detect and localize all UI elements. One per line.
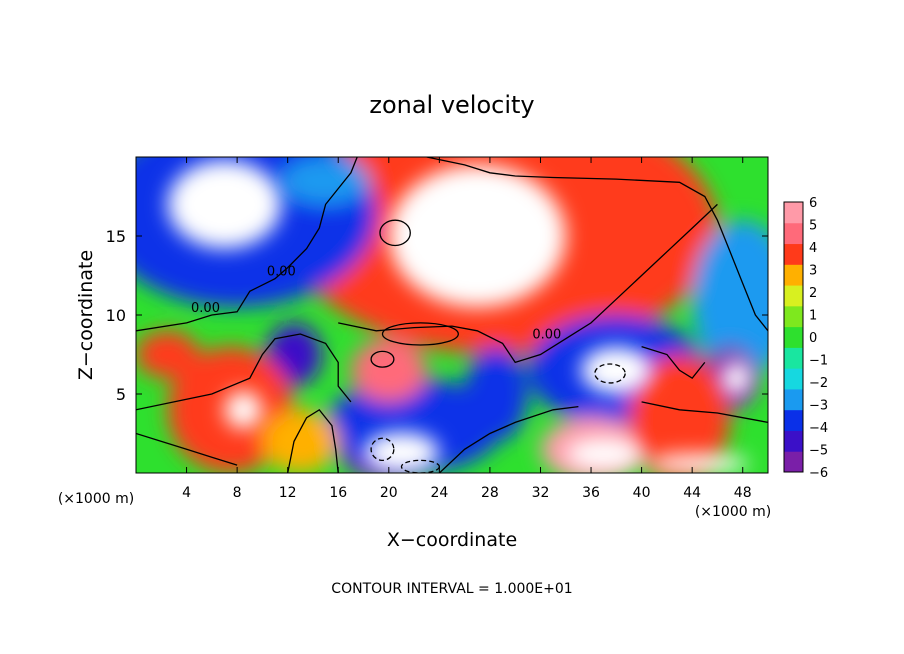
saturated-region-7 bbox=[647, 454, 750, 473]
plot-area: 0.000.000.00 4 8 12 16 20 24 28 32 36 40 44 48 5101… bbox=[106, 156, 769, 501]
colorbar-label-2: −4 bbox=[809, 421, 828, 436]
colorbar-label-5: −1 bbox=[809, 354, 828, 369]
x-tick-label-28: 28 bbox=[481, 485, 499, 501]
chart-title: zonal velocity bbox=[369, 91, 534, 119]
saturated-region-6 bbox=[565, 438, 642, 470]
saturated-region-1 bbox=[167, 160, 282, 249]
colorbar-swatch-3 bbox=[784, 388, 803, 411]
contour-label-1: 0.00 bbox=[267, 265, 296, 280]
colorbar-label-7: 1 bbox=[809, 309, 817, 324]
colorbar-swatch-8 bbox=[784, 285, 803, 307]
x-unit-right: (×1000 m) bbox=[695, 504, 771, 520]
colorbar-swatch-12 bbox=[784, 202, 803, 224]
x-tick-label-36: 36 bbox=[582, 485, 600, 501]
colorbar-frame bbox=[783, 201, 804, 473]
colorbar-label-3: −3 bbox=[809, 399, 828, 414]
contour-loop-2 bbox=[370, 350, 395, 368]
colorbar-label-11: 5 bbox=[809, 219, 817, 234]
x-tick-label-16: 16 bbox=[329, 485, 347, 501]
y-axis-label: Z−coordinate bbox=[75, 250, 97, 380]
x-axis-label: X−coordinate bbox=[387, 529, 517, 551]
zero-contour-1 bbox=[426, 157, 768, 332]
colorbar-label-6: 0 bbox=[809, 331, 817, 346]
field-region-18 bbox=[464, 346, 528, 442]
colorbar-swatch-10 bbox=[784, 243, 803, 265]
contour-interval-note: CONTOUR INTERVAL = 1.000E+01 bbox=[331, 581, 572, 597]
x-tick-label-32: 32 bbox=[532, 485, 550, 501]
field-region-5 bbox=[692, 220, 768, 379]
colorbar-label-12: 6 bbox=[809, 196, 817, 211]
saturated-region-2 bbox=[580, 346, 652, 394]
colorbar-swatch-11 bbox=[784, 222, 803, 245]
saturated-region-5 bbox=[363, 431, 440, 473]
saturated-region-4 bbox=[224, 390, 263, 429]
zero-contour-5 bbox=[287, 408, 339, 473]
colorbar-swatch-0 bbox=[784, 451, 803, 473]
zero-contour-4 bbox=[136, 432, 238, 466]
colorbar-swatch-1 bbox=[784, 430, 803, 452]
y-tick-label-5: 5 bbox=[116, 385, 126, 404]
colorbar-label-4: −2 bbox=[809, 376, 828, 391]
zero-contour-3 bbox=[136, 333, 352, 411]
contour-labels: 0.00 0.00 0.00 bbox=[191, 265, 561, 343]
colorbar-swatch-9 bbox=[784, 264, 803, 286]
negative-contour-1 bbox=[370, 437, 395, 462]
contour-loop-1 bbox=[381, 322, 459, 346]
saturated-region-0 bbox=[388, 164, 566, 308]
negative-contour-0 bbox=[594, 363, 626, 384]
contour-lines bbox=[136, 157, 768, 473]
y-axis-ticks: 5 10 15 bbox=[106, 227, 768, 404]
colorbar-label-1: −5 bbox=[809, 444, 828, 459]
colorbar-swatch-7 bbox=[784, 305, 803, 328]
zero-contour-6 bbox=[438, 405, 579, 473]
x-axis-ticks: 4 8 12 16 20 24 28 32 36 40 44 48 bbox=[182, 157, 752, 501]
colorbar-label-9: 3 bbox=[809, 264, 817, 279]
saturated-region-3 bbox=[721, 360, 752, 396]
zero-contour-7 bbox=[641, 401, 768, 424]
x-unit-left: (×1000 m) bbox=[58, 491, 134, 507]
colorbar-swatch-4 bbox=[784, 368, 803, 390]
contour-label-0: 0.00 bbox=[191, 301, 220, 316]
x-tick-label-44: 44 bbox=[683, 485, 701, 501]
zero-contour-0 bbox=[136, 157, 358, 332]
x-tick-label-40: 40 bbox=[633, 485, 651, 501]
x-tick-label-4: 4 bbox=[182, 485, 191, 501]
colorbar-swatch-6 bbox=[784, 326, 803, 348]
colorbar-label-10: 4 bbox=[809, 241, 817, 256]
colorbar-label-8: 2 bbox=[809, 286, 817, 301]
x-tick-label-48: 48 bbox=[734, 485, 752, 501]
x-tick-label-8: 8 bbox=[233, 485, 242, 501]
field-region-15 bbox=[628, 354, 731, 473]
y-tick-label-10: 10 bbox=[106, 306, 126, 325]
contour-loop-0 bbox=[379, 219, 411, 247]
colorbar-label-0: −6 bbox=[809, 466, 828, 481]
colorbar-swatch-2 bbox=[784, 409, 803, 431]
zero-contour-8 bbox=[641, 345, 706, 380]
zero-contour-2 bbox=[338, 203, 718, 364]
field-region-4 bbox=[281, 157, 370, 205]
field-region-16 bbox=[350, 338, 427, 402]
field-region-17 bbox=[136, 330, 200, 379]
x-tick-label-12: 12 bbox=[279, 485, 297, 501]
x-tick-label-24: 24 bbox=[430, 485, 448, 501]
field-region-19 bbox=[262, 409, 339, 473]
contour-label-2: 0.00 bbox=[532, 328, 561, 343]
x-tick-label-20: 20 bbox=[380, 485, 398, 501]
colorbar: −6 −5 −4 −3 −2 −1 0 1 2 3 4 5 6 bbox=[783, 196, 828, 481]
colorbar-swatch-5 bbox=[784, 347, 803, 369]
y-tick-label-15: 15 bbox=[106, 227, 126, 246]
